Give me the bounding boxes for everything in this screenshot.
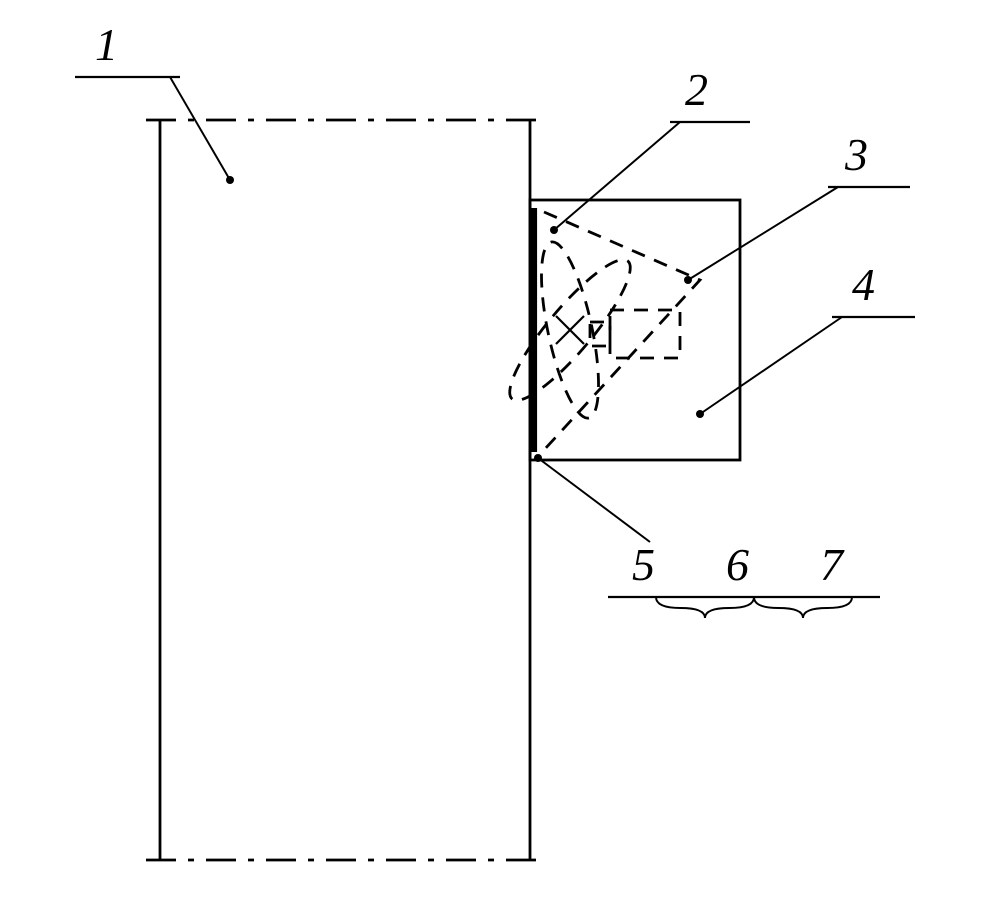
label-5: 5 [632,539,655,590]
label-6: 6 [726,539,749,590]
label-1: 1 [95,19,118,70]
label-5-dot [534,454,542,462]
brace-5-6 [656,597,754,618]
label-3-dot [684,276,692,284]
label-3: 3 [844,129,868,180]
fan-housing [530,200,740,460]
label-4: 4 [852,259,875,310]
label-5-leader [538,458,650,542]
label-7: 7 [820,539,845,590]
label-1-dot [226,176,234,184]
motor-outline [610,310,680,358]
dashed-guide [544,212,700,450]
label-4-leader [700,317,842,414]
label-2-dot [550,226,558,234]
brace-6-7 [754,597,852,618]
label-4-dot [696,410,704,418]
label-2: 2 [685,64,708,115]
label-2-leader [554,122,680,230]
label-1-leader [170,77,230,180]
